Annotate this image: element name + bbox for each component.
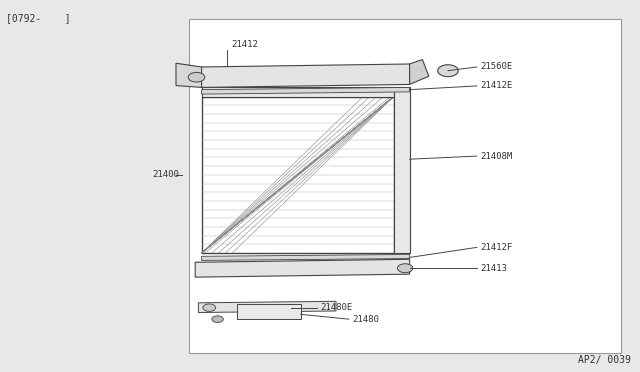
Circle shape [397, 264, 413, 273]
Bar [237, 304, 301, 319]
Polygon shape [410, 60, 429, 84]
Polygon shape [202, 254, 410, 260]
Bar [202, 87, 394, 97]
Polygon shape [202, 87, 410, 94]
Circle shape [212, 316, 223, 323]
Circle shape [188, 72, 205, 82]
Polygon shape [195, 259, 410, 277]
Text: [0792-    ]: [0792- ] [6, 13, 71, 23]
Text: 21560E: 21560E [480, 62, 512, 71]
Text: AP2/ 0039: AP2/ 0039 [577, 355, 630, 365]
Text: 21400: 21400 [152, 170, 179, 179]
Circle shape [438, 65, 458, 77]
Text: 21480E: 21480E [320, 303, 352, 312]
Bar [394, 87, 410, 253]
Text: 21412: 21412 [231, 40, 258, 49]
Text: 21412F: 21412F [480, 243, 512, 252]
Text: 21480: 21480 [352, 315, 379, 324]
Polygon shape [198, 301, 336, 312]
Bar [189, 19, 621, 353]
Polygon shape [202, 64, 410, 87]
Circle shape [203, 304, 216, 311]
Bar [202, 97, 394, 253]
Text: 21408M: 21408M [480, 152, 512, 161]
Text: 21413: 21413 [480, 264, 507, 273]
Polygon shape [176, 63, 202, 87]
Text: 21412E: 21412E [480, 81, 512, 90]
